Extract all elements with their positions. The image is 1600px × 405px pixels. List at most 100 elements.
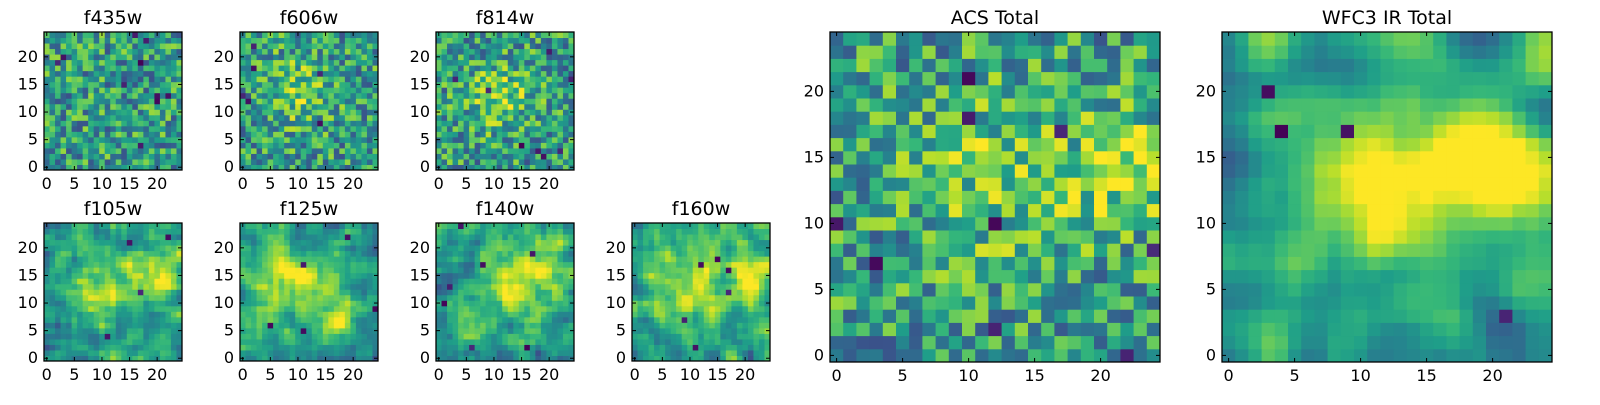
heatmap-cell — [72, 76, 78, 82]
heatmap-cell — [676, 350, 682, 356]
heatmap-cell — [447, 284, 453, 290]
heatmap-cell — [262, 82, 268, 88]
heatmap-cell — [99, 339, 105, 345]
heatmap-cell — [345, 49, 351, 55]
heatmap-cell — [513, 104, 519, 110]
heatmap-cell — [312, 126, 318, 132]
heatmap-cell — [149, 104, 155, 110]
heatmap-cell — [77, 234, 83, 240]
heatmap-cell — [709, 339, 715, 345]
heatmap-cell — [44, 322, 50, 328]
heatmap-cell — [339, 229, 345, 235]
heatmap-cell — [160, 311, 166, 317]
heatmap-cell — [676, 278, 682, 284]
heatmap-cell — [676, 273, 682, 279]
heatmap-cell — [896, 296, 910, 310]
heatmap-cell — [138, 131, 144, 137]
heatmap-cell — [491, 71, 497, 77]
heatmap-cell — [88, 65, 94, 71]
heatmap-cell — [464, 104, 470, 110]
x-tick-label: 10 — [288, 174, 308, 193]
heatmap-cell — [83, 153, 89, 159]
heatmap-cell — [121, 148, 127, 154]
heatmap-cell — [843, 296, 857, 310]
heatmap-cell — [306, 223, 312, 229]
heatmap-cell — [519, 65, 525, 71]
heatmap-cell — [687, 306, 693, 312]
heatmap-cell — [442, 137, 448, 143]
heatmap-cell — [1094, 204, 1108, 218]
heatmap-cell — [530, 311, 536, 317]
heatmap-cell — [698, 317, 704, 323]
heatmap-cell — [453, 289, 459, 295]
heatmap-cell — [896, 322, 910, 336]
heatmap-cell — [323, 93, 329, 99]
heatmap-cell — [143, 115, 149, 121]
heatmap-cell — [149, 339, 155, 345]
heatmap-cell — [660, 311, 666, 317]
y-tick-label: 0 — [420, 348, 430, 367]
heatmap-cell — [442, 328, 448, 334]
heatmap-cell — [350, 284, 356, 290]
heatmap-cell — [55, 339, 61, 345]
heatmap-cell — [350, 256, 356, 262]
x-tick-label: 0 — [42, 365, 52, 384]
heatmap-cell — [273, 300, 279, 306]
heatmap-cell — [105, 289, 111, 295]
heatmap-cell — [138, 65, 144, 71]
heatmap-cell — [665, 328, 671, 334]
heatmap-cell — [458, 322, 464, 328]
heatmap-cell — [83, 93, 89, 99]
heatmap-cell — [284, 131, 290, 137]
heatmap-cell — [936, 336, 950, 350]
heatmap-cell — [290, 43, 296, 49]
heatmap-cell — [149, 284, 155, 290]
heatmap-cell — [240, 49, 246, 55]
heatmap-cell — [546, 65, 552, 71]
heatmap-cell — [323, 65, 329, 71]
heatmap-cell — [843, 243, 857, 257]
heatmap-cell — [563, 278, 569, 284]
heatmap-cell — [295, 60, 301, 66]
heatmap-cell — [132, 311, 138, 317]
heatmap-cell — [160, 131, 166, 137]
heatmap-cell — [480, 223, 486, 229]
heatmap-cell — [508, 120, 514, 126]
heatmap-cell — [361, 344, 367, 350]
heatmap-cell — [1028, 256, 1042, 270]
heatmap-cell — [557, 284, 563, 290]
heatmap-cell — [453, 328, 459, 334]
heatmap-cell — [502, 317, 508, 323]
heatmap-cell — [50, 38, 56, 44]
heatmap-cell — [110, 229, 116, 235]
heatmap-cell — [922, 230, 936, 244]
heatmap-cell — [1028, 296, 1042, 310]
heatmap-cell — [469, 120, 475, 126]
heatmap-cell — [66, 82, 72, 88]
heatmap-cell — [530, 306, 536, 312]
heatmap-cell — [469, 49, 475, 55]
heatmap-cell — [328, 148, 334, 154]
heatmap-cell — [442, 278, 448, 284]
heatmap-cell — [306, 148, 312, 154]
heatmap-cell — [654, 223, 660, 229]
heatmap-cell — [447, 300, 453, 306]
heatmap-cell — [563, 289, 569, 295]
heatmap-cell — [334, 262, 340, 268]
heatmap-cell — [132, 234, 138, 240]
heatmap-cell — [251, 65, 257, 71]
heatmap-cell — [273, 43, 279, 49]
heatmap-cell — [160, 229, 166, 235]
heatmap-cell — [83, 223, 89, 229]
heatmap-cell — [251, 339, 257, 345]
heatmap-cell — [72, 350, 78, 356]
heatmap-cell — [458, 240, 464, 246]
heatmap-cell — [715, 262, 721, 268]
heatmap-cell — [519, 245, 525, 251]
heatmap-cell — [257, 289, 263, 295]
heatmap-cell — [442, 32, 448, 38]
heatmap-cell — [453, 82, 459, 88]
heatmap-cell — [486, 65, 492, 71]
heatmap-cell — [660, 322, 666, 328]
heatmap-cell — [546, 350, 552, 356]
